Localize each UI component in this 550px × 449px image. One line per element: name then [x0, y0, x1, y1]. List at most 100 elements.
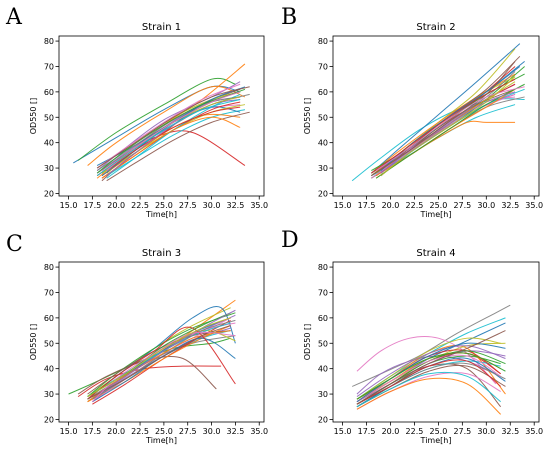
x-tick-label: 17.5	[83, 201, 101, 210]
series-line-25	[101, 116, 241, 179]
y-tick-label: 60	[44, 314, 54, 323]
x-tick-label: 20.0	[382, 427, 400, 436]
plot-frame	[332, 261, 540, 423]
x-tick-label: 17.5	[358, 427, 376, 436]
x-tick-label: 25.0	[429, 201, 447, 210]
y-tick-label: 80	[44, 37, 54, 46]
series-line-28	[371, 61, 516, 177]
series-line-1	[351, 304, 511, 387]
y-tick-label: 20	[44, 189, 54, 198]
series-line-19	[87, 322, 231, 398]
series-line-25	[356, 359, 501, 405]
y-tick-label: 40	[318, 139, 328, 148]
y-tick-label: 60	[318, 88, 328, 97]
series-line-27	[96, 86, 250, 169]
x-tick-label: 22.5	[131, 201, 149, 210]
y-axis-label: OD550 []	[29, 98, 38, 135]
y-tick-label: 50	[318, 113, 328, 122]
series-line-3	[87, 85, 246, 166]
y-tick-label: 40	[318, 365, 328, 374]
y-tick-label: 80	[318, 37, 328, 46]
chart-title: Strain 1	[142, 22, 181, 33]
panel-d: D Strain 4 15.0 17.5 20.0 22.5 25.0 27.5 30.0 32.…	[281, 228, 543, 445]
y-tick-label: 60	[318, 314, 328, 323]
x-tick-label: 27.5	[179, 201, 197, 210]
series-line-30	[96, 99, 241, 177]
series-group	[73, 63, 250, 182]
panel-letter: A	[5, 5, 23, 30]
y-tick-label: 60	[44, 88, 54, 97]
series-line-28	[87, 317, 231, 398]
x-tick-label: 22.5	[406, 427, 424, 436]
y-axis-label: OD550 []	[303, 98, 312, 135]
plot-frame	[332, 35, 540, 197]
x-tick-label: 30.0	[477, 427, 495, 436]
y-tick-label: 70	[44, 62, 54, 71]
x-axis-label: Time[h]	[420, 210, 452, 219]
chart-title: Strain 2	[416, 22, 455, 33]
y-tick-label: 70	[318, 62, 328, 71]
series-line-23	[356, 371, 501, 408]
series-line-29	[375, 86, 525, 172]
series-line-13	[375, 120, 516, 179]
x-tick-label: 22.5	[406, 201, 424, 210]
y-tick-label: 50	[318, 339, 328, 348]
x-tick-label: 17.5	[83, 427, 101, 436]
x-tick-label: 25.0	[155, 427, 173, 436]
series-line-21	[87, 326, 236, 400]
x-tick-label: 20.0	[107, 201, 125, 210]
x-tick-label: 15.0	[60, 427, 78, 436]
y-tick-label: 70	[44, 288, 54, 297]
series-line-22	[356, 345, 506, 398]
series-line-26	[87, 325, 231, 400]
chart-title: Strain 4	[416, 248, 455, 259]
series-line-27	[356, 377, 502, 415]
x-tick-label: 30.0	[203, 201, 221, 210]
x-tick-label: 15.0	[60, 201, 78, 210]
series-line-24	[96, 91, 241, 174]
plot-frame	[58, 35, 265, 197]
series-line-26	[356, 352, 506, 400]
x-tick-label: 30.0	[203, 427, 221, 436]
y-tick-label: 20	[44, 415, 54, 424]
y-tick-label: 80	[318, 263, 328, 272]
x-tick-label: 27.5	[453, 427, 471, 436]
series-line-25	[371, 78, 516, 174]
x-tick-label: 20.0	[107, 427, 125, 436]
series-line-23	[106, 106, 241, 172]
series-line-19	[371, 93, 516, 179]
y-tick-label: 30	[318, 390, 328, 399]
series-line-3	[371, 48, 516, 177]
series-line-18	[96, 83, 241, 169]
series-group	[351, 43, 525, 182]
chart-title: Strain 3	[142, 248, 181, 259]
x-axis-label: Time[h]	[145, 210, 177, 219]
y-tick-label: 50	[44, 339, 54, 348]
x-tick-label: 32.5	[501, 201, 519, 210]
panel-letter: C	[6, 232, 23, 257]
series-line-30	[380, 76, 516, 177]
y-tick-label: 20	[318, 415, 328, 424]
x-tick-label: 25.0	[155, 201, 173, 210]
series-line-27	[92, 331, 236, 403]
y-axis-label: OD550 []	[29, 324, 38, 361]
series-line-17	[106, 111, 250, 182]
x-tick-label: 35.0	[525, 201, 543, 210]
x-tick-label: 27.5	[453, 201, 471, 210]
series-line-2	[370, 43, 521, 174]
series-line-24	[356, 342, 506, 403]
series-line-11	[106, 109, 246, 177]
panel-a: A Strain 1 15.0 17.5 20.0 22.5 25.0 27.5 30.0 32.…	[5, 5, 268, 219]
x-tick-label: 17.5	[358, 201, 376, 210]
x-tick-label: 32.5	[226, 201, 244, 210]
x-tick-label: 25.0	[429, 427, 447, 436]
y-tick-label: 20	[318, 189, 328, 198]
series-line-13	[87, 312, 236, 397]
series-line-21	[356, 354, 501, 403]
y-axis-label: OD550 []	[303, 324, 312, 361]
y-tick-label: 50	[44, 113, 54, 122]
series-line-1	[73, 85, 241, 164]
x-tick-label: 15.0	[334, 427, 352, 436]
panel-c: C Strain 3 15.0 17.5 20.0 22.5 25.0 27.5 30.0 32.…	[6, 232, 268, 445]
